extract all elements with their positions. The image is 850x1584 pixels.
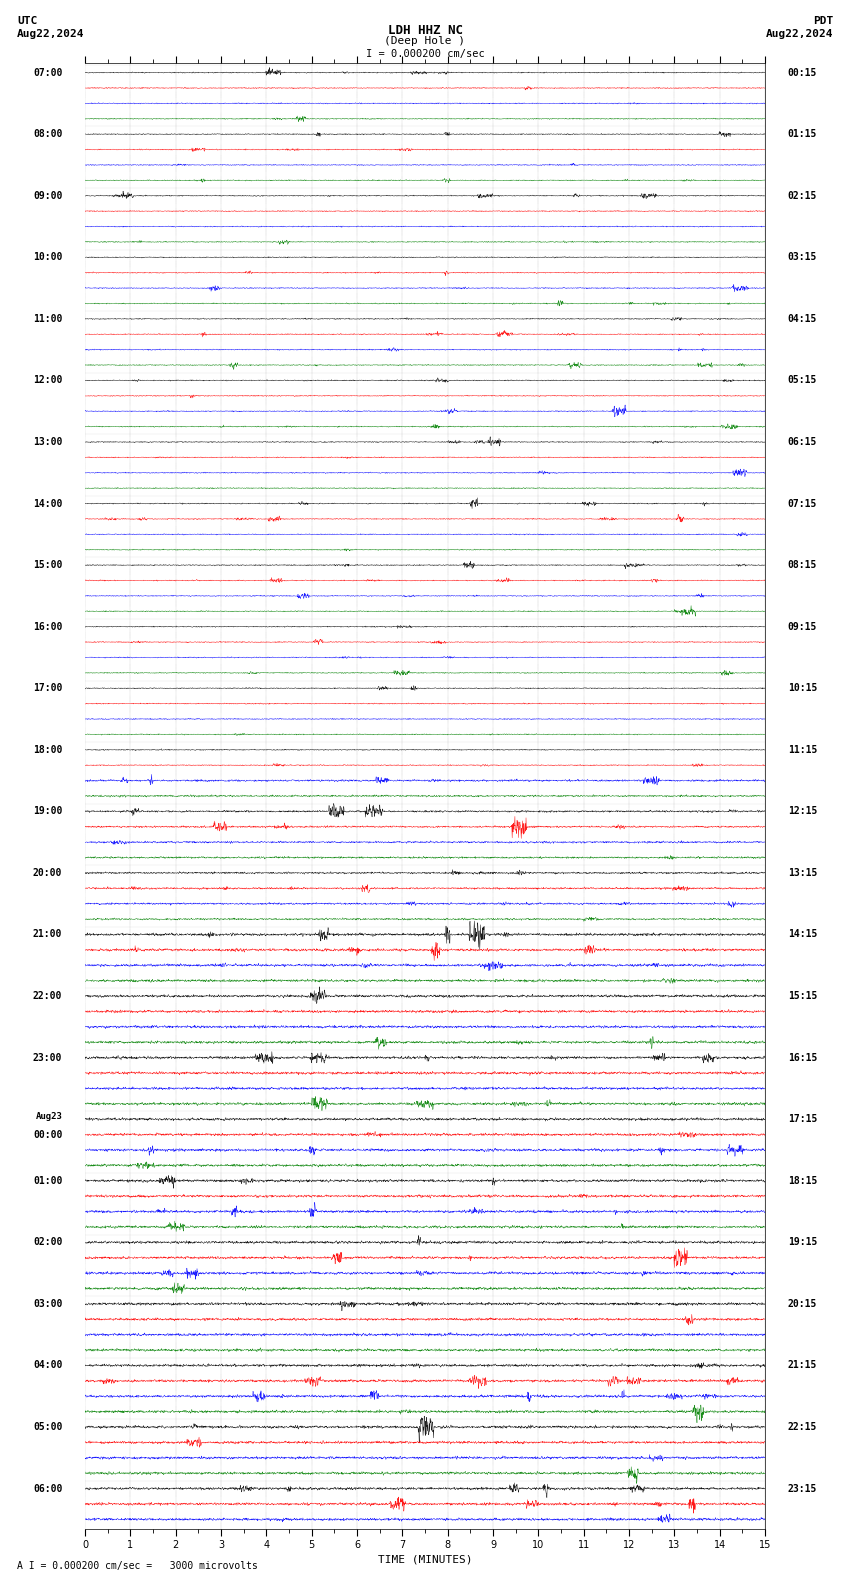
Text: 10:00: 10:00 [33,252,62,263]
Text: 19:15: 19:15 [788,1237,817,1247]
Text: 04:00: 04:00 [33,1361,62,1370]
Text: 08:15: 08:15 [788,561,817,570]
Text: 02:15: 02:15 [788,190,817,201]
Text: 22:15: 22:15 [788,1422,817,1432]
Text: 14:00: 14:00 [33,499,62,508]
Text: 09:00: 09:00 [33,190,62,201]
Text: 09:15: 09:15 [788,621,817,632]
Text: 14:15: 14:15 [788,930,817,939]
Text: (Deep Hole ): (Deep Hole ) [384,36,466,46]
Text: 23:00: 23:00 [33,1053,62,1063]
Text: 00:15: 00:15 [788,68,817,78]
Text: 20:00: 20:00 [33,868,62,878]
Text: 21:15: 21:15 [788,1361,817,1370]
Text: Aug23: Aug23 [36,1112,62,1121]
Text: PDT: PDT [813,16,833,25]
Text: 16:15: 16:15 [788,1053,817,1063]
Text: 02:00: 02:00 [33,1237,62,1247]
Text: 03:15: 03:15 [788,252,817,263]
Text: A I = 0.000200 cm/sec =   3000 microvolts: A I = 0.000200 cm/sec = 3000 microvolts [17,1562,258,1571]
Text: 05:00: 05:00 [33,1422,62,1432]
Text: 07:00: 07:00 [33,68,62,78]
Text: 17:15: 17:15 [788,1114,817,1125]
X-axis label: TIME (MINUTES): TIME (MINUTES) [377,1554,473,1565]
Text: 06:00: 06:00 [33,1484,62,1494]
Text: UTC: UTC [17,16,37,25]
Text: 04:15: 04:15 [788,314,817,323]
Text: 21:00: 21:00 [33,930,62,939]
Text: 07:15: 07:15 [788,499,817,508]
Text: 23:15: 23:15 [788,1484,817,1494]
Text: 00:00: 00:00 [33,1129,62,1139]
Text: 15:15: 15:15 [788,992,817,1001]
Text: 15:00: 15:00 [33,561,62,570]
Text: 11:00: 11:00 [33,314,62,323]
Text: 17:00: 17:00 [33,683,62,694]
Text: 11:15: 11:15 [788,744,817,756]
Text: I = 0.000200 cm/sec: I = 0.000200 cm/sec [366,49,484,59]
Text: 19:00: 19:00 [33,806,62,816]
Text: Aug22,2024: Aug22,2024 [17,29,84,38]
Text: 05:15: 05:15 [788,375,817,385]
Text: 18:15: 18:15 [788,1175,817,1186]
Text: 08:00: 08:00 [33,130,62,139]
Text: 18:00: 18:00 [33,744,62,756]
Text: 20:15: 20:15 [788,1299,817,1308]
Text: 10:15: 10:15 [788,683,817,694]
Text: 12:15: 12:15 [788,806,817,816]
Text: 16:00: 16:00 [33,621,62,632]
Text: 22:00: 22:00 [33,992,62,1001]
Text: 13:00: 13:00 [33,437,62,447]
Text: 03:00: 03:00 [33,1299,62,1308]
Text: 01:00: 01:00 [33,1175,62,1186]
Text: 01:15: 01:15 [788,130,817,139]
Text: 13:15: 13:15 [788,868,817,878]
Text: 12:00: 12:00 [33,375,62,385]
Text: Aug22,2024: Aug22,2024 [766,29,833,38]
Text: LDH HHZ NC: LDH HHZ NC [388,24,462,36]
Text: 06:15: 06:15 [788,437,817,447]
